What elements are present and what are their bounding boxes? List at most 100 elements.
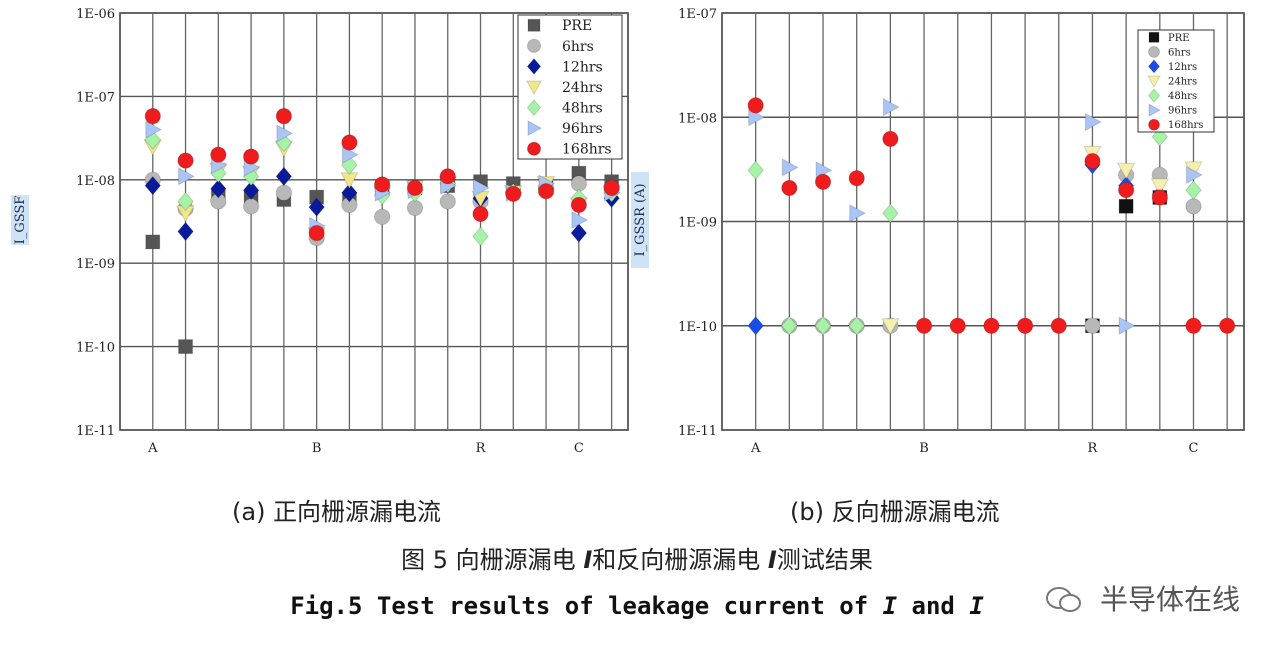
data-point xyxy=(439,193,456,210)
data-point xyxy=(1016,317,1034,334)
data-point xyxy=(915,317,933,334)
data-point xyxy=(780,315,798,336)
legend: PRE 6hrs 12hrs 24hrs 48hrs 96hrs 168hrs xyxy=(1137,29,1215,133)
data-point xyxy=(983,317,1000,334)
data-point xyxy=(472,226,489,247)
data-point xyxy=(1185,165,1203,185)
x-tick-label: C xyxy=(574,441,584,456)
data-point xyxy=(373,176,391,193)
data-point xyxy=(748,108,766,127)
data-point xyxy=(881,318,900,336)
x-tick-label: R xyxy=(476,441,487,456)
data-point xyxy=(1151,126,1169,147)
data-point xyxy=(275,184,293,201)
data-point xyxy=(1084,112,1102,132)
legend-label: 24hrs xyxy=(562,80,603,96)
figure-caption-en: Fig.5 Test results of leakage current of… xyxy=(290,592,984,620)
data-point xyxy=(1117,181,1135,199)
data-point xyxy=(603,179,620,197)
data-point xyxy=(747,315,765,336)
legend-marker xyxy=(526,38,542,53)
data-point xyxy=(341,182,358,203)
data-point xyxy=(210,146,227,163)
y-axis-label-bg xyxy=(11,195,29,245)
data-point xyxy=(949,317,966,334)
chart-panel-b: 1E-11 1E-10 1E-09 1E-08 1E-07 A B R C I_GSSR (A) P… xyxy=(631,7,1245,456)
legend-label: 6hrs xyxy=(562,39,594,55)
data-point xyxy=(144,107,161,125)
data-point xyxy=(308,224,325,242)
data-point xyxy=(1118,198,1134,214)
data-point xyxy=(882,97,900,117)
legend-label: 96hrs xyxy=(562,121,603,137)
data-point xyxy=(571,210,589,230)
y-tick-label: 1E-07 xyxy=(678,7,717,22)
y-axis-label: I_GSSF xyxy=(11,195,29,245)
x-tick-label: R xyxy=(1088,441,1099,456)
data-point xyxy=(505,185,522,202)
data-point xyxy=(242,148,260,165)
data-point xyxy=(145,234,161,250)
legend-marker xyxy=(1148,118,1160,131)
legend-marker xyxy=(527,18,541,32)
data-point xyxy=(882,130,899,148)
legend-marker xyxy=(526,141,542,156)
legend-label: 48hrs xyxy=(1168,91,1197,102)
y-axis-label: I_GSSR (A) xyxy=(631,172,649,268)
data-point xyxy=(178,339,194,355)
data-point xyxy=(882,203,899,224)
panel-a-caption: (a) 正向栅源漏电流 xyxy=(232,498,442,526)
data-point xyxy=(814,173,832,191)
data-point xyxy=(814,315,832,336)
wechat-icon xyxy=(1046,587,1081,612)
data-point xyxy=(308,197,326,218)
data-point xyxy=(209,178,227,199)
legend-marker xyxy=(1148,45,1160,58)
legend-label: 168hrs xyxy=(1168,120,1203,131)
data-point xyxy=(406,179,424,197)
legend-label: 24hrs xyxy=(1168,77,1197,88)
y-axis-label-text: I_GSSF xyxy=(13,196,28,245)
data-point xyxy=(849,204,867,223)
x-tick-label: B xyxy=(919,441,929,456)
y-tick-label: 1E-11 xyxy=(76,424,115,439)
legend-label: PRE xyxy=(1168,33,1190,44)
legend-marker xyxy=(526,57,542,76)
legend-marker xyxy=(1148,103,1162,117)
y-tick-label: 1E-09 xyxy=(678,216,717,231)
figure-caption-zh: 图 5 向栅源漏电 I和反向栅源漏电 I测试结果 xyxy=(401,546,873,574)
data-point xyxy=(275,107,293,125)
data-point xyxy=(570,223,588,243)
data-point xyxy=(1150,178,1170,196)
data-point xyxy=(570,196,588,214)
series-168hrs xyxy=(144,107,620,242)
legend-marker xyxy=(525,80,543,96)
y-tick-label: 1E-11 xyxy=(678,424,717,439)
data-point xyxy=(439,168,456,185)
data-point xyxy=(473,178,490,198)
data-point xyxy=(276,124,294,143)
legend-label: 48hrs xyxy=(562,100,603,116)
y-tick-label: 1E-10 xyxy=(678,320,717,335)
y-tick-label: 1E-07 xyxy=(76,90,115,105)
data-point xyxy=(1116,162,1136,180)
data-point xyxy=(781,158,799,177)
chart-panel-a: 1E-11 1E-10 1E-09 1E-08 1E-07 1E-06 A B R C I_GSSF… xyxy=(11,7,629,456)
data-point xyxy=(144,175,162,196)
data-point xyxy=(275,166,293,187)
data-point xyxy=(242,198,260,215)
legend-label: 12hrs xyxy=(562,59,603,75)
x-tick-label: A xyxy=(750,441,761,456)
x-tick-label: A xyxy=(147,441,158,456)
legend-label: 12hrs xyxy=(1168,62,1197,73)
legend-marker xyxy=(1147,59,1161,74)
data-point xyxy=(242,180,260,201)
data-point xyxy=(1151,189,1169,206)
data-point xyxy=(1084,152,1101,170)
legend-marker xyxy=(1147,88,1161,103)
data-point xyxy=(1218,317,1236,334)
legend-marker xyxy=(1147,75,1161,89)
data-point xyxy=(177,152,194,169)
x-tick-label: B xyxy=(312,441,322,456)
